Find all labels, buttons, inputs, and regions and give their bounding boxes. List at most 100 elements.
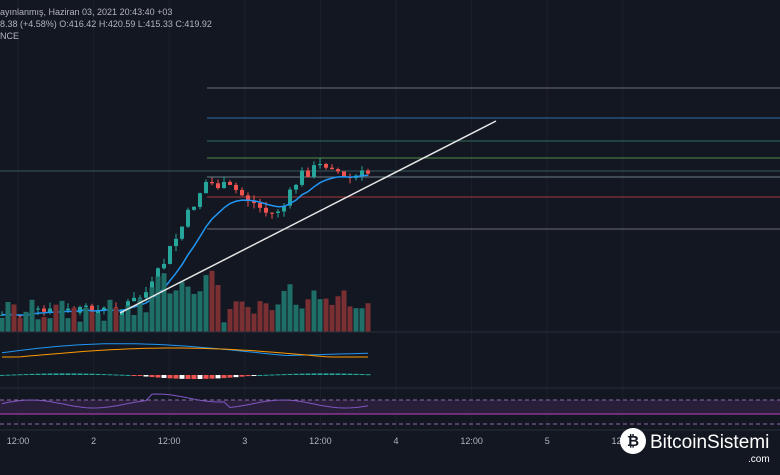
macd-hist (101, 374, 107, 376)
macd-hist (251, 375, 257, 376)
candle-body (42, 308, 46, 312)
logo-glyph: ₿ (627, 433, 639, 450)
macd-hist (209, 375, 215, 379)
x-tick-label: 12:00 (309, 436, 332, 446)
macd-hist (203, 375, 209, 379)
x-tick-label: 12:00 (158, 436, 181, 446)
candle-body (306, 170, 310, 178)
macd-hist (281, 374, 287, 376)
candle-body (246, 195, 250, 202)
candle-body (294, 184, 298, 190)
macd-hist (263, 374, 269, 376)
macd-hist (11, 374, 17, 376)
candle-body (228, 181, 232, 185)
header-exchange: NCE (0, 31, 19, 41)
volume-bar (77, 321, 83, 332)
volume-bar (83, 307, 89, 332)
volume-bar (341, 290, 347, 332)
macd-hist (215, 375, 221, 379)
volume-bar (0, 317, 5, 332)
macd-hist (257, 374, 263, 376)
macd-pane (0, 343, 371, 379)
volume-bar (185, 286, 191, 332)
x-tick-label: 5 (545, 436, 550, 446)
macd-hist (227, 375, 233, 378)
volume-bar (137, 299, 143, 332)
candle-body (300, 170, 304, 185)
candle-body (270, 212, 274, 214)
macd-hist (5, 374, 11, 376)
macd-hist (185, 375, 191, 379)
volume-bar (35, 319, 41, 332)
candle-body (48, 308, 52, 312)
volume-bar (263, 303, 269, 332)
volume-bar (89, 311, 95, 332)
macd-hist (53, 373, 59, 375)
macd-hist (59, 373, 65, 375)
candle-body (324, 163, 328, 168)
macd-hist (71, 373, 77, 375)
macd-hist (197, 375, 203, 379)
volume-bar (71, 307, 77, 332)
candle-body (330, 167, 334, 170)
macd-hist (341, 373, 347, 375)
candle-body (198, 193, 202, 207)
volume-bar (365, 303, 371, 332)
candle-body (222, 181, 226, 189)
candle-body (312, 165, 316, 178)
macd-hist (65, 373, 71, 375)
volume-bar (245, 307, 251, 332)
macd-hist (137, 375, 143, 376)
volume-bar (17, 318, 23, 332)
candle-body (252, 201, 256, 204)
candle-body (204, 182, 208, 194)
candle-body (276, 211, 280, 213)
volume-bar (347, 306, 353, 332)
grid (17, 0, 624, 430)
candle-body (342, 171, 346, 177)
macd-hist (35, 373, 41, 375)
macd-hist (329, 373, 335, 375)
macd-hist (119, 374, 125, 376)
volume-bar (299, 308, 305, 332)
candle-body (150, 281, 154, 293)
x-tick-label: 2 (91, 436, 96, 446)
volumes (0, 270, 371, 332)
macd-hist (77, 373, 83, 375)
macd-hist (359, 374, 365, 376)
volume-bar (269, 310, 275, 332)
volume-bar (65, 318, 71, 332)
volume-bar (323, 298, 329, 332)
candle-body (126, 301, 130, 310)
candle-body (210, 182, 214, 184)
watermark: ₿ BitcoinSistemi .com (620, 428, 770, 465)
macd-hist (245, 375, 251, 377)
macd-hist (239, 375, 245, 377)
volume-bar (353, 308, 359, 332)
candle-body (102, 307, 106, 310)
candle-body (318, 163, 322, 166)
candle-body (234, 184, 238, 190)
macd-hist (233, 375, 239, 378)
macd-hist (179, 375, 185, 379)
macd-hist (23, 374, 29, 376)
volume-bar (203, 275, 209, 332)
candle-body (132, 297, 136, 302)
candle-body (240, 189, 244, 196)
macd-hist (89, 373, 95, 375)
candle-body (36, 308, 40, 310)
volume-bar (179, 281, 185, 332)
macd-hist (323, 373, 329, 375)
volume-bar (293, 304, 299, 332)
macd-hist (47, 373, 53, 375)
header-title: ayınlanmış, Haziran 03, 2021 20:43:40 +0… (0, 7, 172, 17)
candle-body (78, 306, 82, 313)
volume-bar (329, 304, 335, 332)
macd-hist (167, 375, 173, 379)
candle-body (186, 209, 190, 227)
volume-bar (5, 302, 11, 332)
candle-body (192, 206, 196, 210)
candle-body (0, 314, 4, 316)
